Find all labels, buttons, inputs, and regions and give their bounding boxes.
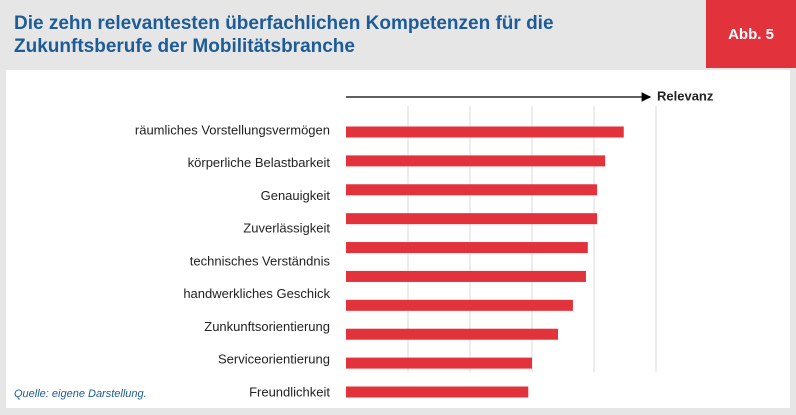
source-note: Quelle: eigene Darstellung. [14,388,147,400]
category-label: Genauigkeit [261,188,331,203]
category-label: Zunkunftsorientierung [204,319,330,334]
category-label: Zuverlässigkeit [243,221,330,236]
bar [346,126,624,138]
chart-panel [6,70,790,408]
category-label: handwerkliches Geschick [183,286,330,301]
header: Die zehn relevantesten überfachlichen Ko… [0,0,796,70]
category-label: Freundlichkeit [249,384,330,399]
bar [346,242,588,254]
category-label: körperliche Belastbarkeit [188,155,331,170]
axis-label: Relevanz [657,88,714,103]
category-label: technisches Verständnis [190,253,331,268]
bar [346,184,598,196]
bar [346,155,606,167]
category-label: räumliches Vorstellungsvermögen [135,122,330,137]
bar [346,213,598,225]
category-label: Serviceorientierung [218,352,330,367]
bar [346,357,532,369]
bar [346,328,559,340]
title: Die zehn relevantesten überfachlichen Ko… [14,13,554,57]
figure-label: Abb. 5 [706,0,796,68]
bar [346,270,586,282]
bar [346,299,573,311]
bar [346,386,529,398]
